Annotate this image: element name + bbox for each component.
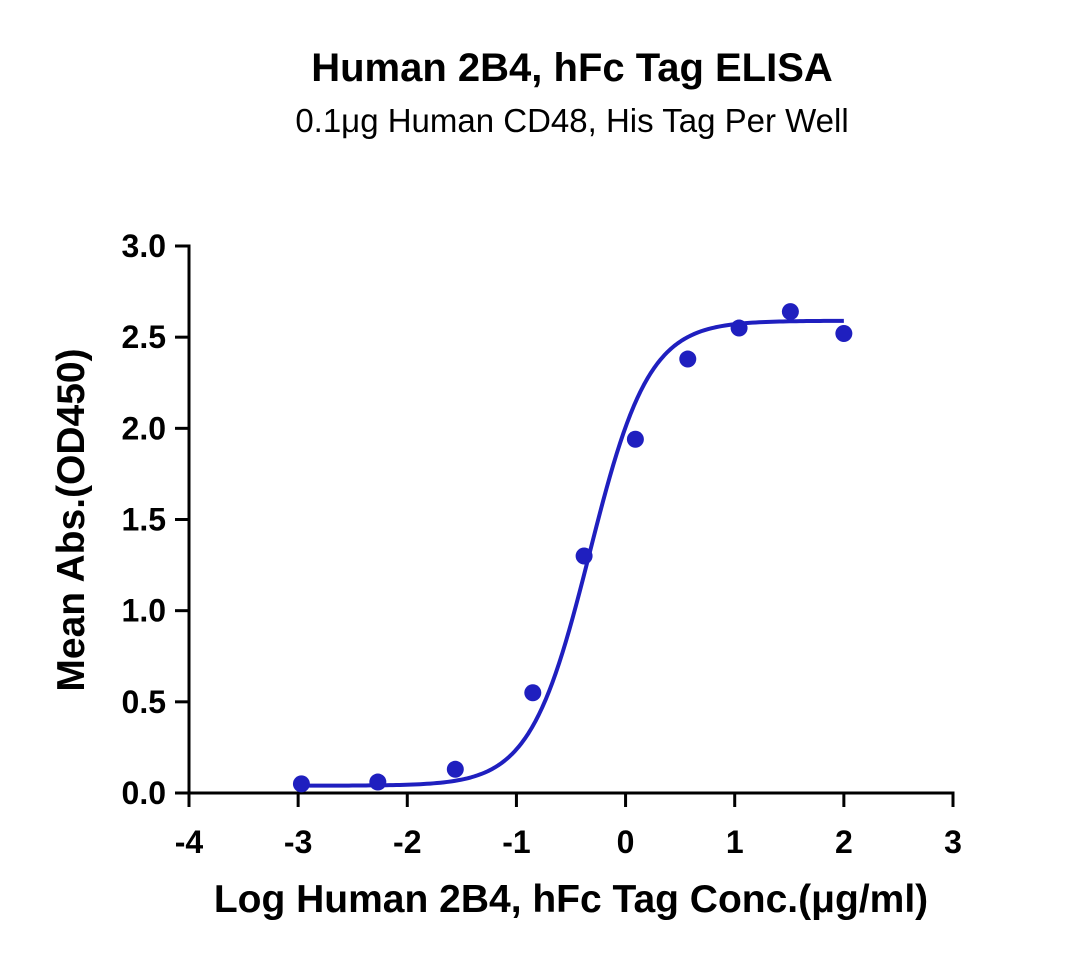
- data-point: [835, 325, 853, 343]
- y-tick-label: 0.0: [122, 775, 166, 811]
- x-tick-label: -1: [502, 824, 530, 860]
- data-point: [575, 547, 593, 565]
- y-axis-label: Mean Abs.(OD450): [50, 348, 93, 691]
- chart-title: Human 2B4, hFc Tag ELISA: [311, 46, 833, 90]
- fit-curve: [301, 318, 844, 788]
- y-tick-label: 1.5: [122, 502, 166, 538]
- data-points-layer: [292, 303, 853, 793]
- x-tick-label: -3: [284, 824, 312, 860]
- axes: 0.0 0.5 1.0 1.5 2.0 2.5 3.0 -4 -3 -2 -1 0 1 2 3: [122, 228, 962, 860]
- x-tick-label: 0: [617, 824, 635, 860]
- fit-curve-layer: [301, 318, 844, 788]
- y-tick-label: 0.5: [122, 684, 166, 720]
- y-tick-label: 2.0: [122, 410, 166, 446]
- data-point: [524, 684, 542, 702]
- x-tick-label: -2: [393, 824, 421, 860]
- y-tick-label: 2.5: [122, 319, 166, 355]
- x-tick-label: 3: [944, 824, 962, 860]
- data-point: [781, 303, 799, 321]
- data-point: [730, 319, 748, 337]
- data-point: [679, 350, 697, 368]
- x-tick-label: 1: [726, 824, 744, 860]
- x-axis-label: Log Human 2B4, hFc Tag Conc.(μg/ml): [214, 878, 928, 921]
- y-tick-label: 1.0: [122, 593, 166, 629]
- x-tick-label: -4: [175, 824, 204, 860]
- x-tick-label: 2: [835, 824, 853, 860]
- data-point: [446, 760, 464, 778]
- y-tick-label: 3.0: [122, 228, 166, 264]
- data-point: [369, 773, 387, 791]
- chart-subtitle: 0.1μg Human CD48, His Tag Per Well: [295, 102, 849, 139]
- data-point: [292, 775, 310, 793]
- data-point: [626, 430, 644, 448]
